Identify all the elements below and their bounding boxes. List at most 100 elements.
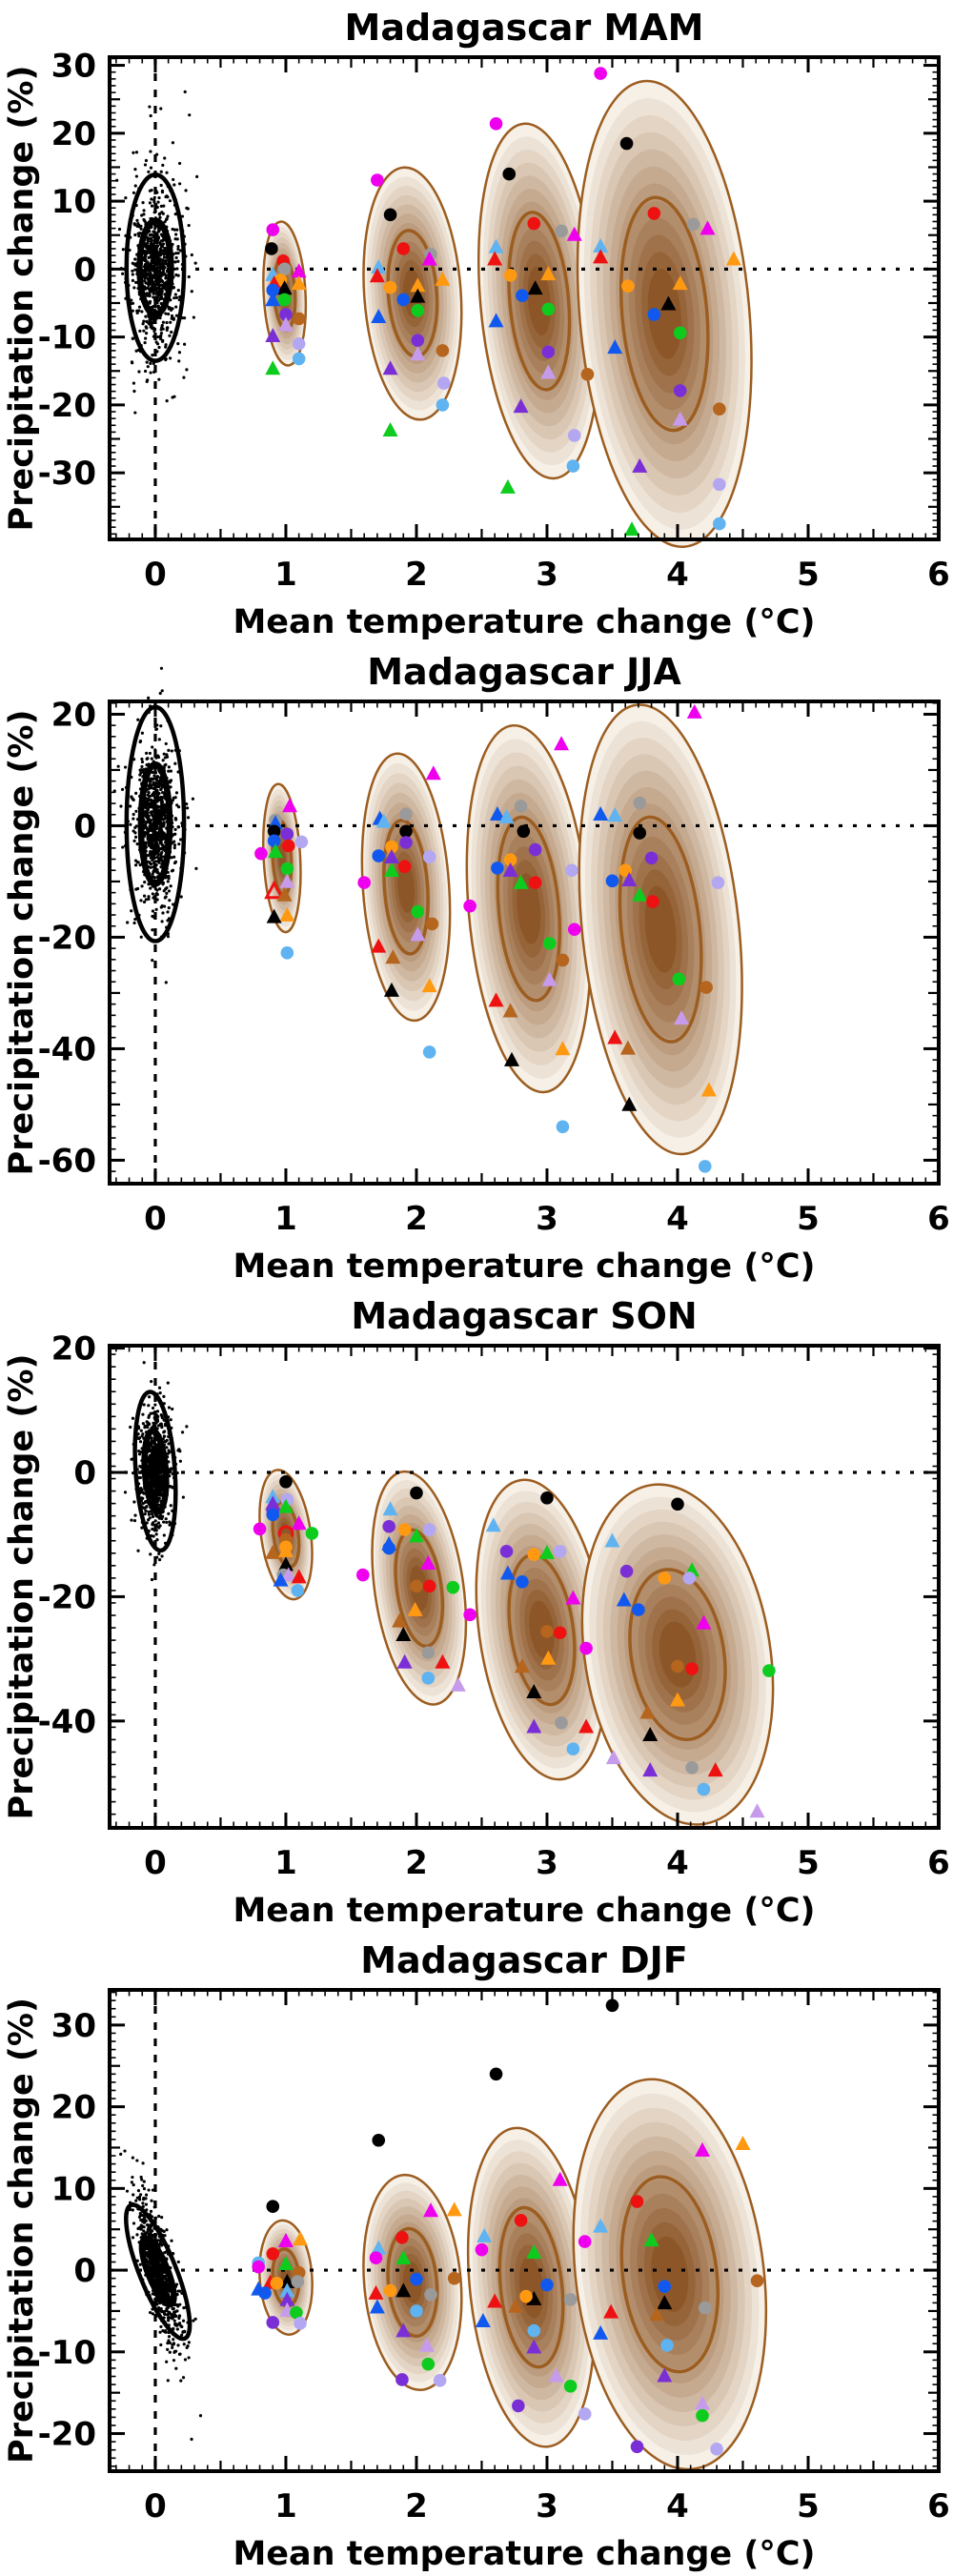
model-marker [420,1555,436,1571]
model-marker [410,346,426,361]
x-tick-label: 5 [797,1200,820,1238]
model-marker [513,874,529,889]
x-tick-label: 1 [274,556,297,594]
plot-frame [108,1988,941,2473]
x-tick-label: 3 [536,2487,558,2525]
plot-content [110,1346,939,1828]
panel-title: Madagascar DJF [360,1939,688,1981]
model-marker [410,1486,423,1500]
model-marker [647,207,661,220]
model-marker [499,1565,516,1580]
model-marker [291,1515,307,1531]
model-marker [621,279,635,293]
model-marker [279,2282,295,2298]
x-axis-label: Mean temperature change (°C) [233,2535,815,2573]
model-marker [700,1082,717,1097]
y-tick-label: 20 [51,696,96,734]
model-marker [538,1544,555,1559]
model-marker [265,292,281,307]
model-marker [541,971,558,986]
model-marker [567,923,581,937]
model-marker [395,2230,409,2244]
son-plot: Madagascar SON 0 1 2 3 4 5 6 20 0 -20 -40 Mean tempe… [0,1288,953,1933]
model-marker [619,1564,634,1578]
model-marker [372,849,386,862]
model-marker [277,262,292,276]
model-marker [382,1541,395,1555]
plot-frame [108,55,941,541]
model-marker [593,237,609,253]
y-tick-label: 20 [51,115,96,153]
model-marker [541,345,556,359]
model-marker [619,136,634,151]
model-marker [292,352,306,366]
model-marker [658,1572,672,1585]
model-marker [671,1497,684,1511]
model-marker [700,220,716,235]
jja-plot: Madagascar JJA 0 1 2 3 4 5 6 20 0 -20 -40 -60 Mean te… [0,644,953,1288]
control-ellipses [124,172,187,363]
model-marker [526,2244,542,2260]
model-marker [382,422,398,437]
model-marker [395,2250,412,2265]
model-marker [502,1003,518,1018]
model-marker [630,2195,644,2208]
model-marker [541,302,556,316]
model-marker [646,895,659,908]
model-marker [555,1041,571,1056]
model-marker [385,949,401,964]
model-marker [700,981,713,994]
model-marker [397,860,412,873]
model-marker [686,217,700,232]
model-marker [489,805,505,821]
model-marker [604,1532,620,1548]
model-marker [695,2395,711,2410]
x-tick-label: 5 [797,1844,820,1882]
y-tick-label: -20 [38,387,96,425]
model-marker [252,2260,265,2274]
model-marker [447,2271,461,2285]
model-marker [421,1646,436,1659]
model-marker [279,1475,293,1489]
model-marker [294,2317,307,2330]
model-marker [421,251,437,266]
model-marker [433,2374,447,2387]
model-marker [305,1527,319,1540]
model-marker [277,2256,294,2271]
model-marker [279,906,295,922]
y-tick-label: 0 [73,251,96,289]
cluster-ellipse-4 [572,2078,768,2471]
panel-madagascar-jja: Madagascar JJA 0 1 2 3 4 5 6 20 0 -20 -40 -60 Mean te… [0,644,953,1288]
model-marker [563,2380,578,2393]
model-marker [624,521,640,537]
y-tick-label: 30 [51,2007,96,2045]
model-marker [644,851,659,865]
y-axis-label: Precipitation change (%) [3,1998,41,2464]
model-marker [399,807,413,821]
model-marker [291,275,307,291]
model-marker [555,1716,568,1730]
x-tick-label: 6 [927,556,950,594]
y-tick-label: 10 [51,183,96,221]
model-marker [514,2213,528,2227]
model-marker [527,1548,541,1561]
model-marker [502,862,518,878]
model-marker [607,807,623,822]
plot-content [110,1990,939,2471]
cluster-ellipse-4 [580,1483,775,1826]
x-tick-label: 4 [666,1844,689,1882]
model-marker [436,398,450,412]
model-markers [254,703,725,1173]
model-marker [399,836,413,849]
model-marker [291,1569,307,1584]
model-marker [605,1750,621,1765]
axis-ticks [110,57,941,539]
model-marker [513,398,529,414]
model-marker [552,2171,568,2186]
model-marker [294,835,309,849]
model-marker [540,1650,557,1665]
model-marker [396,293,411,307]
model-marker [422,850,436,864]
model-marker [713,517,726,531]
model-marker [517,824,531,839]
